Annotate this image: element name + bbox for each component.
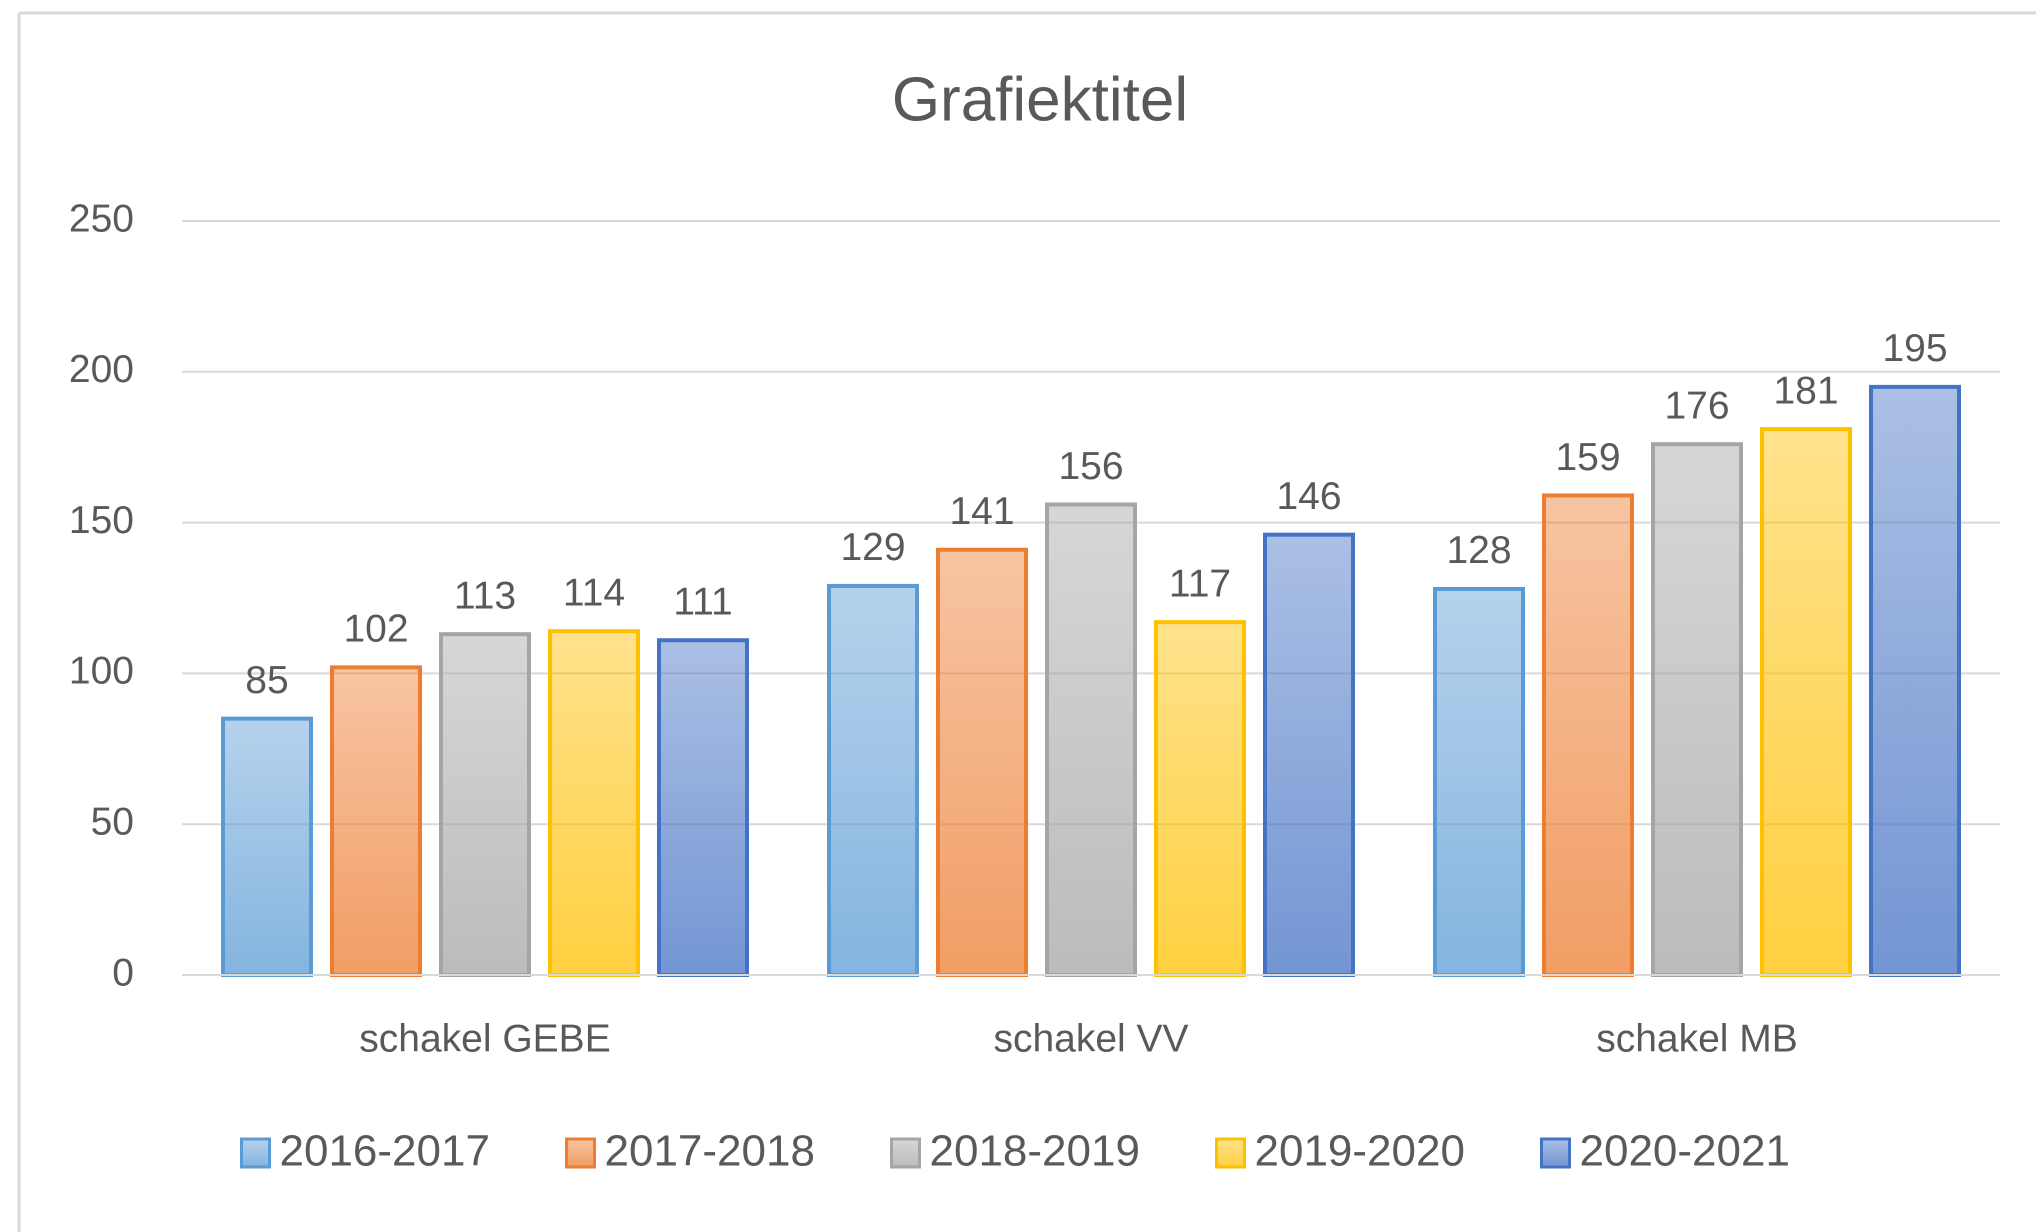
data-label: 146 [1276, 475, 1341, 518]
data-label: 128 [1446, 529, 1511, 572]
legend-marker [1540, 1137, 1571, 1169]
bar [827, 583, 919, 977]
bar [1760, 427, 1852, 977]
bar [936, 547, 1028, 978]
legend-marker [565, 1137, 596, 1169]
legend-marker [240, 1137, 271, 1169]
legend-label: 2020-2021 [1580, 1127, 1790, 1176]
data-label: 176 [1664, 384, 1729, 427]
data-label: 159 [1555, 436, 1620, 479]
y-tick-label: 250 [69, 197, 134, 240]
bar [548, 629, 640, 978]
legend-label: 2016-2017 [280, 1127, 490, 1176]
bar [221, 716, 313, 977]
bar [1154, 620, 1246, 977]
y-tick-label: 200 [69, 348, 134, 391]
bar [1433, 586, 1525, 978]
legend-label: 2019-2020 [1255, 1127, 1465, 1176]
x-tick-label: schakel MB [1596, 1017, 1798, 1060]
bar [1542, 493, 1634, 977]
data-label: 156 [1058, 445, 1123, 488]
data-label: 141 [949, 490, 1014, 533]
bar [1263, 532, 1355, 977]
data-label: 129 [840, 526, 905, 569]
data-label: 181 [1773, 369, 1838, 412]
y-tick-label: 50 [91, 800, 134, 843]
data-label: 85 [245, 659, 288, 702]
bar [1869, 384, 1961, 977]
y-tick-label: 100 [69, 650, 134, 693]
legend-label: 2018-2019 [930, 1127, 1140, 1176]
data-label: 111 [673, 581, 732, 624]
legend-marker [890, 1137, 921, 1169]
data-label: 117 [1169, 562, 1231, 605]
y-tick-label: 150 [69, 499, 134, 542]
y-tick-label: 0 [112, 951, 134, 994]
data-label: 102 [343, 608, 408, 651]
x-tick-label: schakel GEBE [359, 1017, 610, 1060]
bar [1045, 502, 1137, 977]
chart-title: Grafiektitel [892, 65, 1188, 134]
data-label: 114 [563, 571, 625, 614]
data-label: 195 [1882, 327, 1947, 370]
bar [1651, 442, 1743, 977]
legend-label: 2017-2018 [605, 1127, 815, 1176]
bar [657, 638, 749, 977]
legend-marker [1215, 1137, 1246, 1169]
bar [439, 632, 531, 978]
data-label: 113 [454, 574, 516, 617]
x-tick-label: schakel VV [993, 1017, 1188, 1060]
bar [330, 665, 422, 977]
